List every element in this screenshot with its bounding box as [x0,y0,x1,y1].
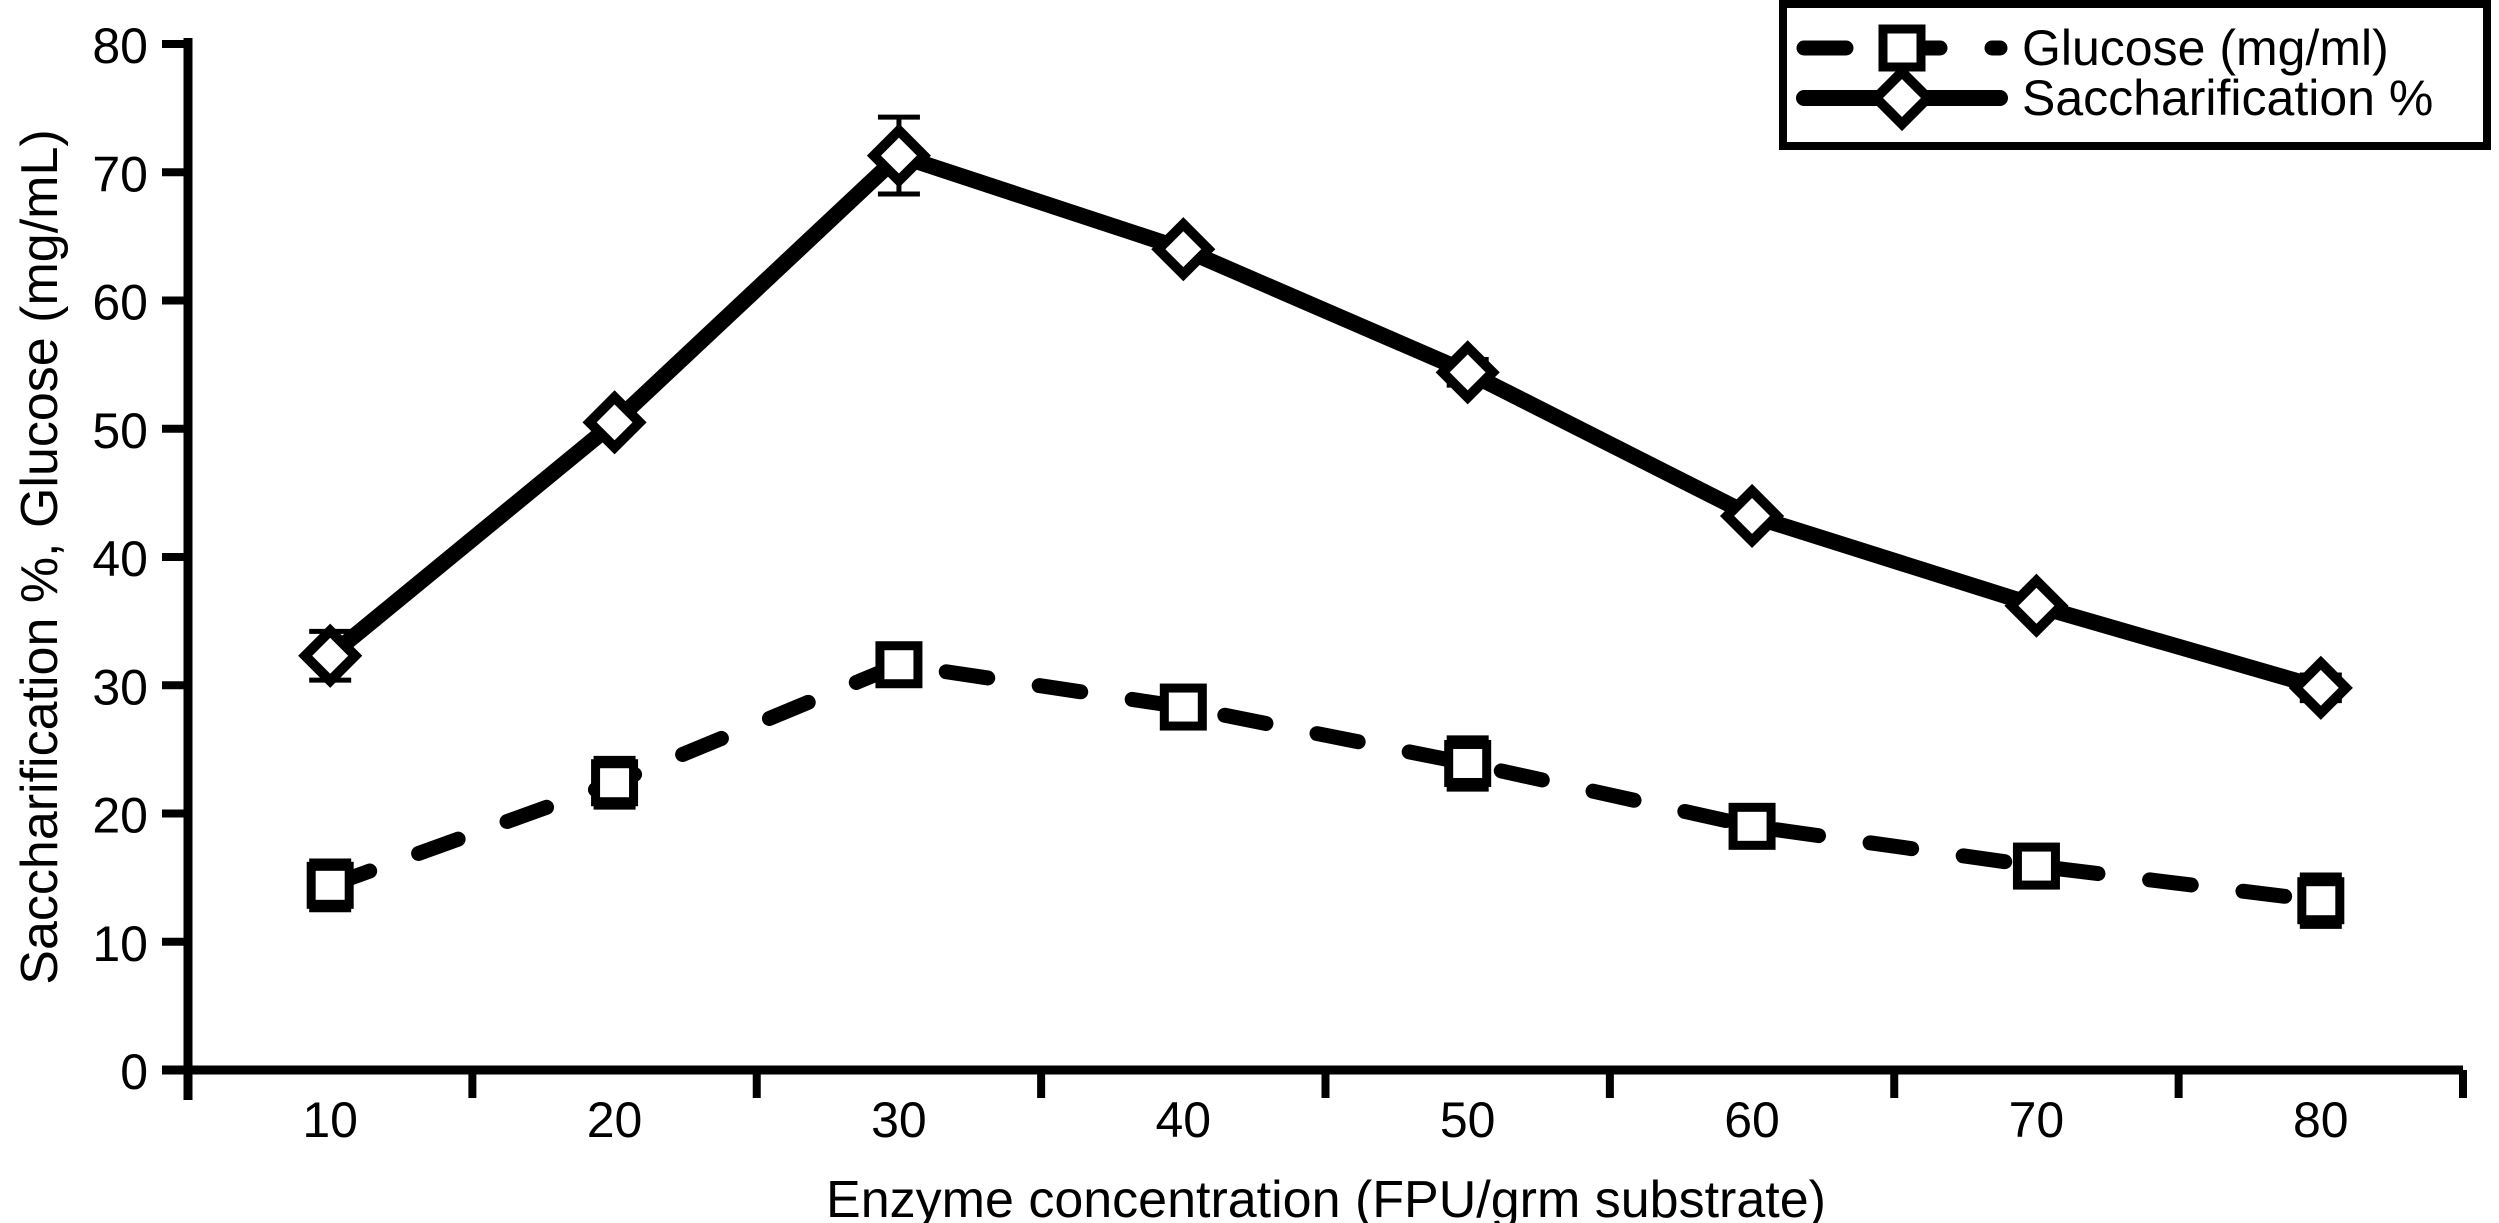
legend-square-marker-icon [1878,24,1926,72]
y-axis-title: Saccharification %, Glucose (mg/mL) [11,129,69,984]
saccharification-marker-diamond [582,390,647,455]
legend-glucose-sample [1796,24,2008,72]
x-tick-label: 70 [2009,1092,2065,1148]
y-tick-label: 20 [92,788,148,844]
y-tick-label: 0 [120,1044,148,1100]
x-tick-label: 80 [2293,1092,2349,1148]
y-tick-label: 80 [92,18,148,74]
glucose-marker-square [306,861,354,909]
x-tick-label: 50 [1440,1092,1496,1148]
glucose-marker-square [875,641,923,689]
x-tick-label: 10 [302,1092,358,1148]
x-tick-label: 20 [587,1092,643,1148]
y-tick-label: 10 [92,916,148,972]
saccharification-marker-diamond [2004,573,2069,638]
y-tick-label: 40 [92,531,148,587]
saccharification-marker-diamond [2288,655,2353,720]
y-tick-label: 60 [92,275,148,331]
y-tick-label: 30 [92,659,148,715]
saccharification-marker-diamond [1435,340,1500,405]
legend-diamond-marker-icon [1868,64,1936,132]
legend-label-saccharification: Saccharification % [2022,70,2433,126]
x-tick-label: 40 [1156,1092,1212,1148]
glucose-marker-square [2012,842,2060,890]
saccharification-marker-diamond [298,623,363,688]
glucose-marker-square [1159,683,1207,731]
glucose-line [322,657,2329,909]
saccharification-line [322,147,2329,696]
saccharification-marker-diamond [866,123,932,188]
x-tick-label: 60 [1724,1092,1780,1148]
x-tick-label: 30 [871,1092,927,1148]
legend-saccharification-sample [1796,64,2008,132]
glucose-marker-square [1728,802,1776,850]
x-axis-title: Enzyme concentration (FPU/grm substrate) [826,1171,1826,1223]
y-tick-label: 70 [92,146,148,202]
legend: Glucose (mg/ml) Saccharification % [1779,0,2491,150]
glucose-marker-square [1444,739,1492,787]
glucose-marker-square [2297,877,2345,925]
saccharification-marker-diamond [1151,217,1216,282]
saccharification-marker-diamond [1719,483,1785,549]
y-tick-label: 50 [92,403,148,459]
plot-area: 0 10 20 30 40 50 60 70 80 10 20 30 40 50 60 70 80 [92,18,2467,1148]
glucose-marker-square [591,759,639,807]
legend-label-glucose: Glucose (mg/ml) [2022,20,2389,76]
